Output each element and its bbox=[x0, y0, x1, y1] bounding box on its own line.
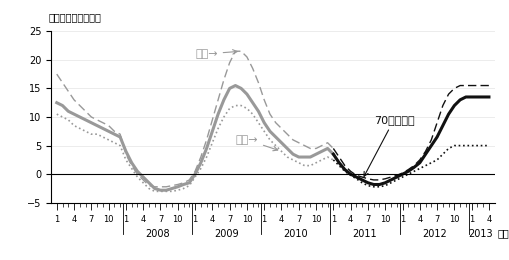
Text: （前年同月比、％）: （前年同月比、％） bbox=[48, 13, 101, 23]
Text: 上海→: 上海→ bbox=[235, 135, 277, 151]
Text: 2010: 2010 bbox=[283, 229, 307, 238]
Text: 70大中都市: 70大中都市 bbox=[363, 115, 413, 176]
Text: （年、月）: （年、月） bbox=[497, 229, 509, 238]
Text: 2012: 2012 bbox=[421, 229, 446, 238]
Text: 2013: 2013 bbox=[467, 229, 492, 238]
Text: 2011: 2011 bbox=[352, 229, 377, 238]
Text: 2009: 2009 bbox=[214, 229, 239, 238]
Text: 北京→: 北京→ bbox=[194, 49, 237, 59]
Text: 2008: 2008 bbox=[145, 229, 169, 238]
